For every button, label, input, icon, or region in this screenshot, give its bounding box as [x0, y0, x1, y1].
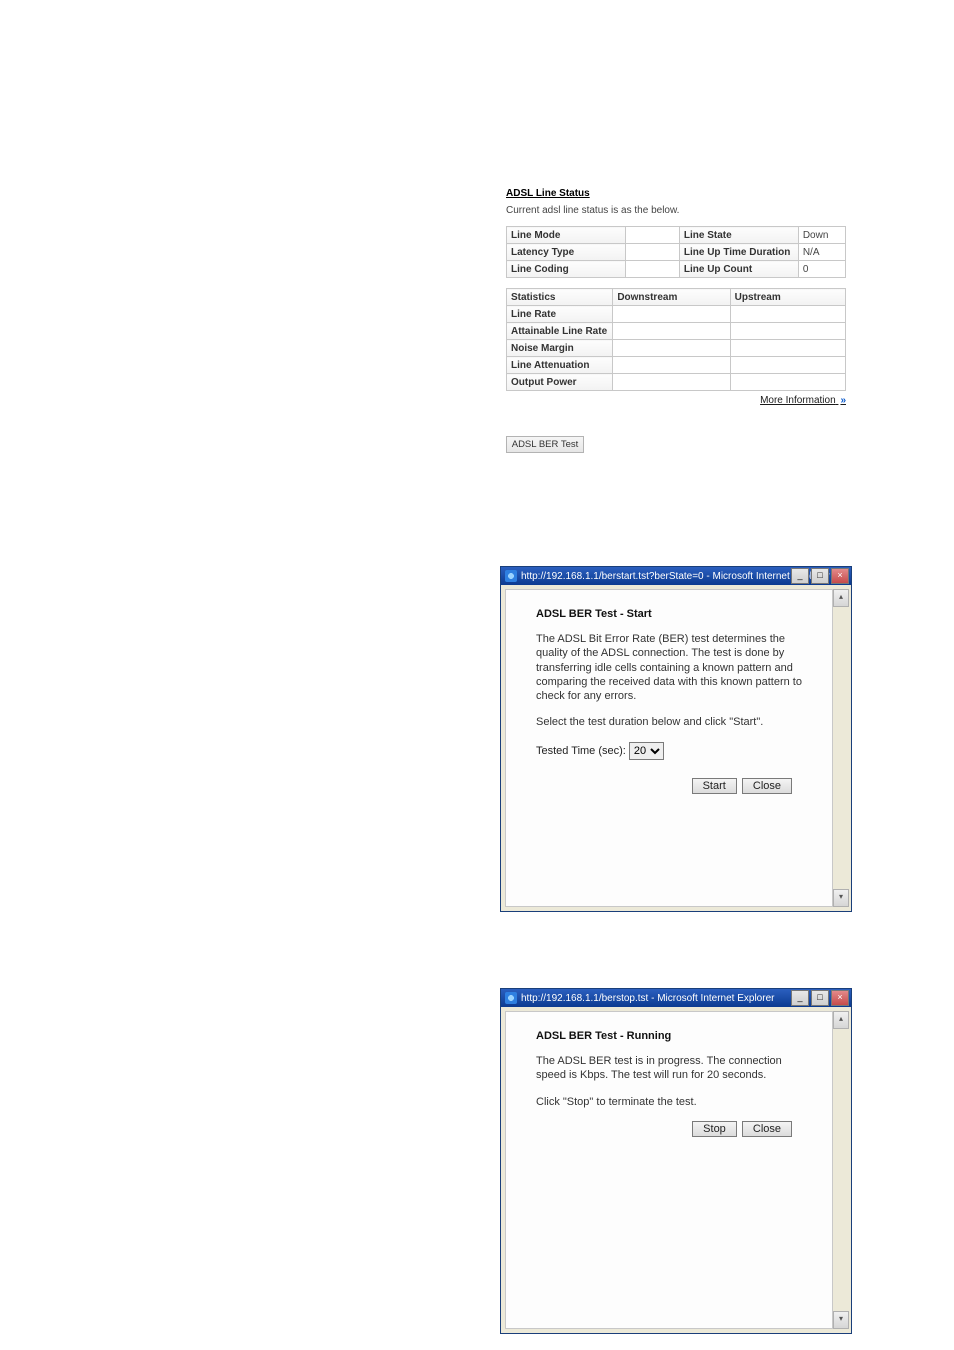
close-button[interactable]: × [831, 990, 849, 1006]
col-header: Downstream [613, 289, 730, 306]
row-label: Line Rate [507, 306, 613, 323]
cell-label: Line Coding [507, 261, 626, 278]
link-label: More Information [760, 395, 836, 406]
col-header: Statistics [507, 289, 613, 306]
table-row: Line Attenuation [507, 357, 846, 374]
cell-value: Down [798, 227, 845, 244]
dialog-text: The ADSL BER test is in progress. The co… [536, 1054, 812, 1083]
line-status-table: Line Mode Line State Down Latency Type L… [506, 226, 846, 278]
tested-time-select[interactable]: 20 [629, 742, 664, 760]
section-subtitle: Current adsl line status is as the below… [506, 205, 846, 216]
cell-label: Line Mode [507, 227, 626, 244]
maximize-button[interactable]: □ [811, 568, 829, 584]
table-row: Output Power [507, 374, 846, 391]
scroll-down-button[interactable]: ▾ [833, 1311, 849, 1329]
close-button[interactable]: × [831, 568, 849, 584]
table-row: Line Mode Line State Down [507, 227, 846, 244]
scrollbar[interactable]: ▴ ▾ [833, 589, 849, 907]
more-information-link[interactable]: More Information » [760, 395, 846, 406]
scrollbar[interactable]: ▴ ▾ [833, 1011, 849, 1329]
ie-icon [505, 992, 517, 1004]
close-dialog-button[interactable]: Close [742, 1121, 792, 1137]
ber-start-window: http://192.168.1.1/berstart.tst?berState… [500, 566, 852, 912]
minimize-button[interactable]: _ [791, 990, 809, 1006]
titlebar: http://192.168.1.1/berstop.tst - Microso… [501, 989, 851, 1007]
titlebar: http://192.168.1.1/berstart.tst?berState… [501, 567, 851, 585]
dialog-text: Select the test duration below and click… [536, 715, 812, 729]
scroll-down-button[interactable]: ▾ [833, 889, 849, 907]
cell-value [625, 261, 679, 278]
window-title: http://192.168.1.1/berstop.tst - Microso… [521, 993, 774, 1004]
ie-icon [505, 570, 517, 582]
cell-value [613, 340, 730, 357]
cell-label: Line Up Time Duration [679, 244, 798, 261]
table-row: Line Rate [507, 306, 846, 323]
cell-value [613, 357, 730, 374]
maximize-button[interactable]: □ [811, 990, 829, 1006]
table-row: Line Coding Line Up Count 0 [507, 261, 846, 278]
table-row: Statistics Downstream Upstream [507, 289, 846, 306]
tested-time-label: Tested Time (sec): [536, 745, 626, 757]
chevron-right-icon: » [840, 395, 846, 406]
cell-value: N/A [798, 244, 845, 261]
minimize-button[interactable]: _ [791, 568, 809, 584]
start-button[interactable]: Start [692, 778, 737, 794]
row-label: Attainable Line Rate [507, 323, 613, 340]
dialog-text: Click "Stop" to terminate the test. [536, 1095, 812, 1109]
row-label: Output Power [507, 374, 613, 391]
col-header: Upstream [730, 289, 845, 306]
row-label: Noise Margin [507, 340, 613, 357]
cell-value [613, 374, 730, 391]
statistics-table: Statistics Downstream Upstream Line Rate… [506, 288, 846, 391]
table-row: Noise Margin [507, 340, 846, 357]
dialog-heading: ADSL BER Test - Running [536, 1030, 812, 1042]
cell-value: 0 [798, 261, 845, 278]
cell-value [730, 306, 845, 323]
cell-label: Latency Type [507, 244, 626, 261]
stop-button[interactable]: Stop [692, 1121, 737, 1137]
cell-value [613, 323, 730, 340]
section-title: ADSL Line Status [506, 188, 846, 199]
scroll-up-button[interactable]: ▴ [833, 1011, 849, 1029]
cell-value [730, 374, 845, 391]
cell-value [730, 323, 845, 340]
table-row: Attainable Line Rate [507, 323, 846, 340]
adsl-ber-test-button[interactable]: ADSL BER Test [506, 436, 584, 453]
table-row: Latency Type Line Up Time Duration N/A [507, 244, 846, 261]
cell-value [730, 340, 845, 357]
cell-value [625, 244, 679, 261]
cell-value [730, 357, 845, 374]
close-dialog-button[interactable]: Close [742, 778, 792, 794]
scroll-up-button[interactable]: ▴ [833, 589, 849, 607]
ber-running-window: http://192.168.1.1/berstop.tst - Microso… [500, 988, 852, 1334]
cell-value [613, 306, 730, 323]
cell-label: Line State [679, 227, 798, 244]
row-label: Line Attenuation [507, 357, 613, 374]
dialog-heading: ADSL BER Test - Start [536, 608, 812, 620]
dialog-text: The ADSL Bit Error Rate (BER) test deter… [536, 632, 812, 703]
window-title: http://192.168.1.1/berstart.tst?berState… [521, 571, 830, 582]
cell-value [625, 227, 679, 244]
cell-label: Line Up Count [679, 261, 798, 278]
